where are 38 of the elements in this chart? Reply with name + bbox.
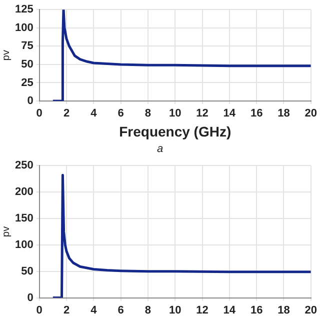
x-tick-label: 2 [63, 304, 70, 316]
x-tick-label: 14 [223, 108, 236, 120]
y-tick-label: 0 [27, 95, 34, 108]
y-axis-title: pv [0, 50, 12, 61]
x-tick-label: 6 [118, 304, 124, 316]
y-tick-label: 25 [21, 76, 34, 89]
x-tick-label: 20 [304, 304, 318, 316]
x-tick-label: 10 [168, 108, 182, 120]
y-tick-label: 50 [21, 265, 34, 278]
x-tick-label: 20 [304, 108, 318, 120]
y-tick-label: 100 [14, 238, 34, 251]
y-tick-label: 100 [14, 22, 34, 34]
x-tick-label: 18 [278, 304, 290, 316]
x-tick-label: 0 [36, 108, 42, 120]
x-tick-label: 16 [250, 304, 263, 316]
x-tick-label: 4 [90, 108, 98, 120]
y-tick-label: 125 [14, 4, 34, 16]
x-tick-label: 6 [118, 108, 124, 120]
y-tick-label: 0 [27, 292, 34, 304]
x-tick-label: 2 [63, 108, 70, 120]
text: a [156, 142, 164, 156]
x-tick-label: 8 [144, 108, 152, 120]
y-tick-label: 150 [14, 212, 34, 225]
x-tick-label: 10 [168, 304, 182, 316]
y-tick-label: 200 [14, 186, 34, 198]
x-tick-label: 12 [196, 304, 208, 316]
x-tick-label: 0 [36, 304, 42, 316]
y-tick-label: 75 [21, 40, 34, 52]
y-axis-title: pv [0, 226, 12, 237]
x-tick-label: 14 [223, 304, 236, 316]
x-tick-label: 12 [196, 108, 208, 120]
y-tick-label: 50 [21, 58, 34, 70]
x-tick-label: 16 [250, 108, 263, 120]
x-tick-label: 8 [144, 304, 152, 316]
x-tick-label: 18 [278, 108, 290, 120]
x-tick-label: 4 [90, 304, 98, 316]
x-axis-title: Frequency (GHz) [119, 123, 232, 140]
y-tick-label: 250 [14, 160, 34, 172]
